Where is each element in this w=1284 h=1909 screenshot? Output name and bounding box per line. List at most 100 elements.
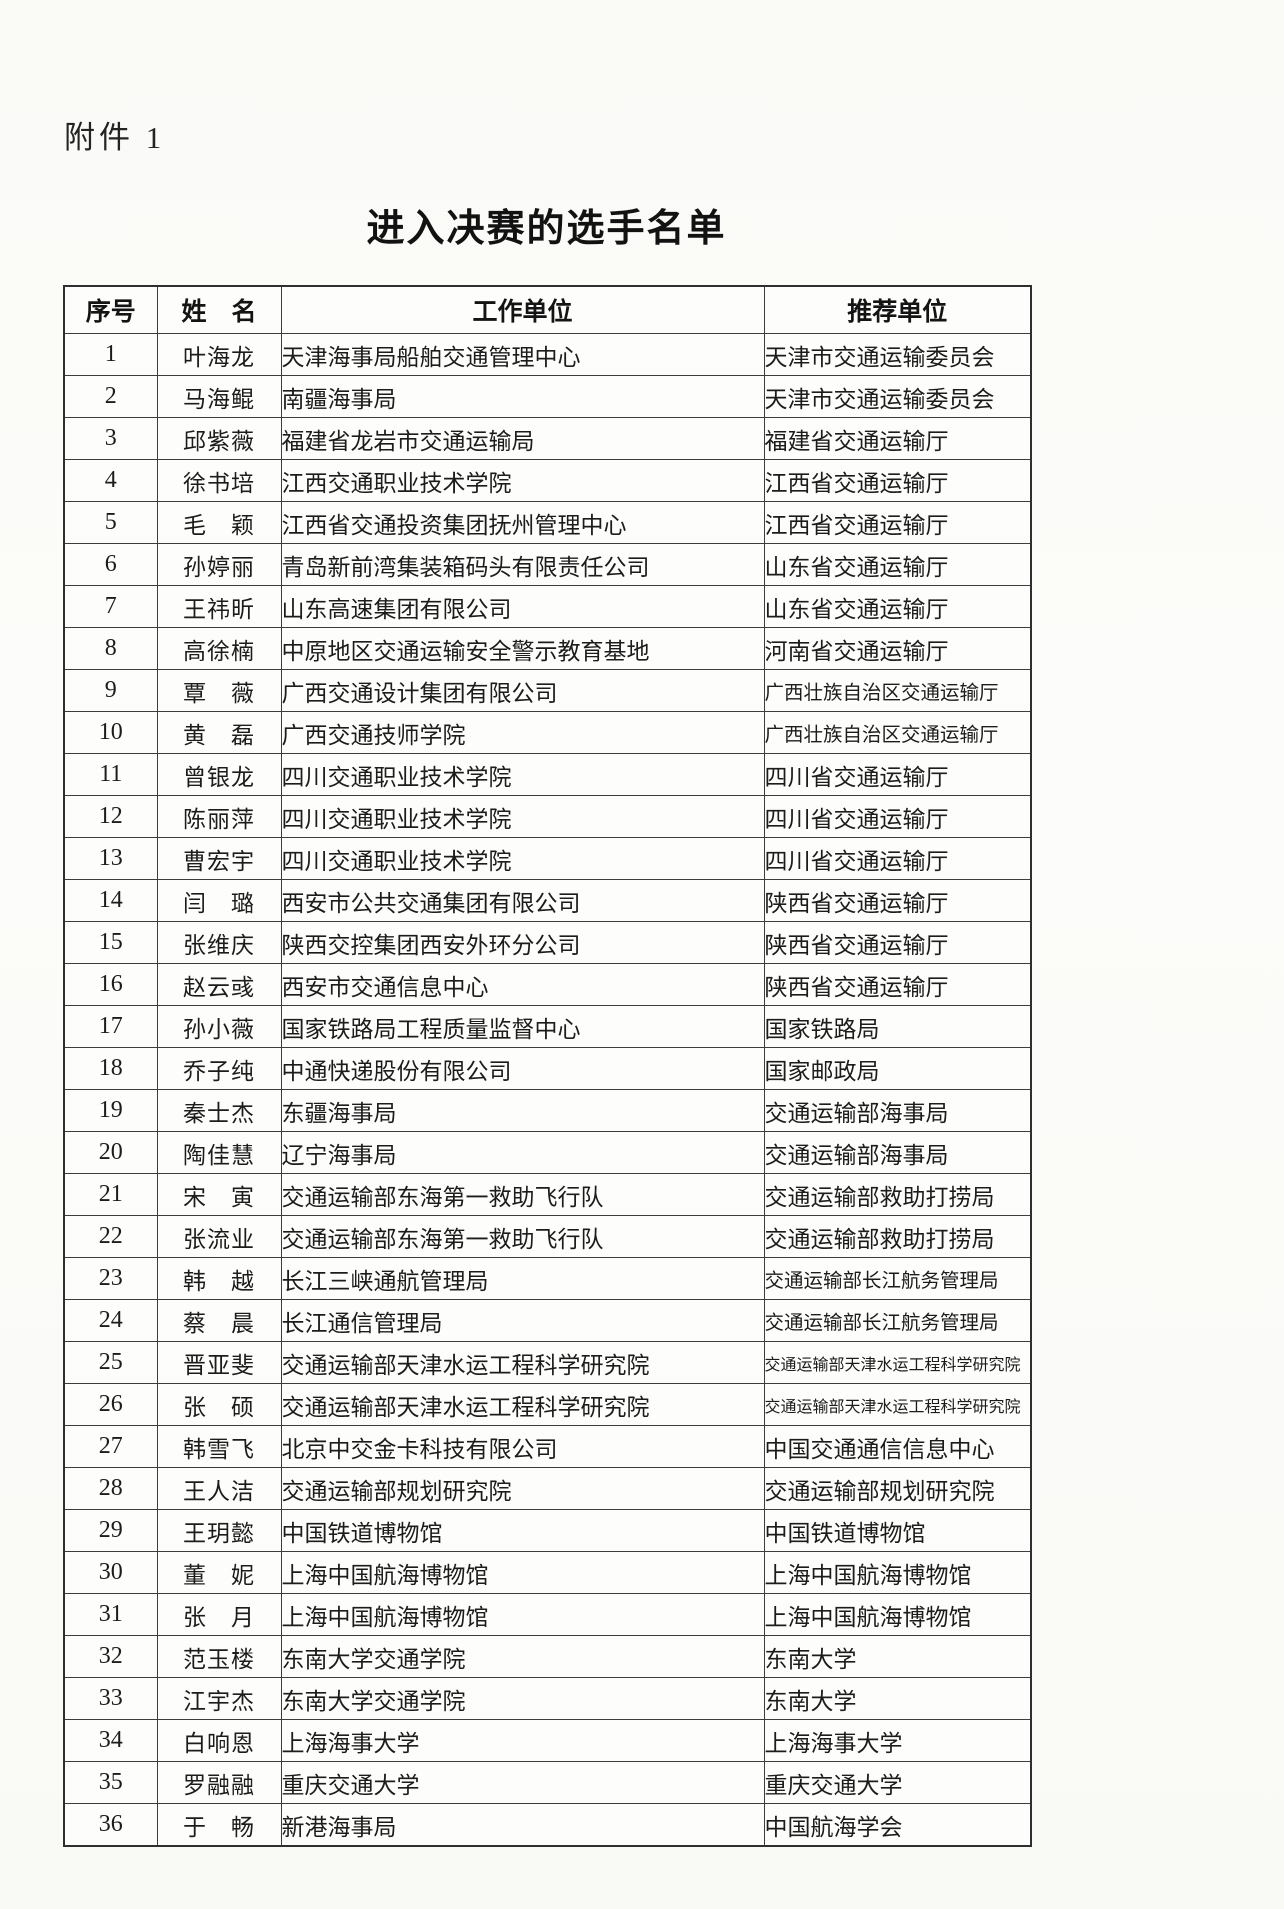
cell-work-unit: 上海中国航海博物馆 — [280, 1593, 765, 1636]
cell-work-unit: 上海中国航海博物馆 — [280, 1551, 765, 1594]
cell-serial-number: 32 — [63, 1635, 158, 1678]
cell-recommender: 山东省交通运输厅 — [763, 543, 1032, 586]
table-row: 24 蔡 晨 长江通信管理局 交通运输部长江航务管理局 — [63, 1299, 1032, 1342]
cell-recommender: 交通运输部天津水运工程科学研究院 — [763, 1383, 1032, 1426]
cell-name: 叶海龙 — [156, 333, 282, 376]
cell-serial-number: 20 — [63, 1131, 158, 1174]
cell-work-unit: 东疆海事局 — [280, 1089, 765, 1132]
cell-work-unit: 四川交通职业技术学院 — [280, 753, 765, 796]
cell-serial-number: 16 — [63, 963, 158, 1006]
cell-name: 王玥懿 — [156, 1509, 282, 1552]
cell-work-unit: 四川交通职业技术学院 — [280, 837, 765, 880]
cell-name: 乔子纯 — [156, 1047, 282, 1090]
cell-serial-number: 35 — [63, 1761, 158, 1804]
table-row: 17 孙小薇 国家铁路局工程质量监督中心 国家铁路局 — [63, 1005, 1032, 1048]
cell-name: 曹宏宇 — [156, 837, 282, 880]
cell-work-unit: 中原地区交通运输安全警示教育基地 — [280, 627, 765, 670]
cell-work-unit: 交通运输部东海第一救助飞行队 — [280, 1215, 765, 1258]
cell-name: 曾银龙 — [156, 753, 282, 796]
cell-work-unit: 中国铁道博物馆 — [280, 1509, 765, 1552]
cell-work-unit: 天津海事局船舶交通管理中心 — [280, 333, 765, 376]
table-row: 4 徐书培 江西交通职业技术学院 江西省交通运输厅 — [63, 459, 1032, 502]
cell-name: 马海鲲 — [156, 375, 282, 418]
cell-name: 张流业 — [156, 1215, 282, 1258]
table-row: 36 于 畅 新港海事局 中国航海学会 — [63, 1803, 1032, 1847]
cell-name: 韩雪飞 — [156, 1425, 282, 1468]
cell-name: 王人洁 — [156, 1467, 282, 1510]
cell-serial-number: 24 — [63, 1299, 158, 1342]
table-row: 20 陶佳慧 辽宁海事局 交通运输部海事局 — [63, 1131, 1032, 1174]
cell-serial-number: 26 — [63, 1383, 158, 1426]
cell-recommender: 四川省交通运输厅 — [763, 753, 1032, 796]
cell-serial-number: 3 — [63, 417, 158, 460]
cell-recommender: 陕西省交通运输厅 — [763, 879, 1032, 922]
table-row: 6 孙婷丽 青岛新前湾集装箱码头有限责任公司 山东省交通运输厅 — [63, 543, 1032, 586]
cell-work-unit: 重庆交通大学 — [280, 1761, 765, 1804]
cell-work-unit: 上海海事大学 — [280, 1719, 765, 1762]
table-row: 30 董 妮 上海中国航海博物馆 上海中国航海博物馆 — [63, 1551, 1032, 1594]
table-row: 34 白响恩 上海海事大学 上海海事大学 — [63, 1719, 1032, 1762]
cell-work-unit: 青岛新前湾集装箱码头有限责任公司 — [280, 543, 765, 586]
cell-recommender: 广西壮族自治区交通运输厅 — [763, 711, 1032, 754]
table-row: 32 范玉楼 东南大学交通学院 东南大学 — [63, 1635, 1032, 1678]
table-header-row: 序号 姓 名 工作单位 推荐单位 — [63, 285, 1032, 334]
table-row: 23 韩 越 长江三峡通航管理局 交通运输部长江航务管理局 — [63, 1257, 1032, 1300]
table-row: 13 曹宏宇 四川交通职业技术学院 四川省交通运输厅 — [63, 837, 1032, 880]
cell-serial-number: 13 — [63, 837, 158, 880]
cell-name: 宋 寅 — [156, 1173, 282, 1216]
cell-recommender: 东南大学 — [763, 1635, 1032, 1678]
cell-serial-number: 33 — [63, 1677, 158, 1720]
cell-recommender: 东南大学 — [763, 1677, 1032, 1720]
cell-name: 秦士杰 — [156, 1089, 282, 1132]
table-row: 7 王祎昕 山东高速集团有限公司 山东省交通运输厅 — [63, 585, 1032, 628]
table-row: 19 秦士杰 东疆海事局 交通运输部海事局 — [63, 1089, 1032, 1132]
header-serial-number: 序号 — [63, 285, 158, 334]
header-recommender: 推荐单位 — [763, 285, 1032, 334]
cell-work-unit: 交通运输部规划研究院 — [280, 1467, 765, 1510]
cell-serial-number: 18 — [63, 1047, 158, 1090]
cell-work-unit: 山东高速集团有限公司 — [280, 585, 765, 628]
cell-serial-number: 25 — [63, 1341, 158, 1384]
cell-name: 黄 磊 — [156, 711, 282, 754]
table-body: 1 叶海龙 天津海事局船舶交通管理中心 天津市交通运输委员会 2 马海鲲 南疆海… — [63, 333, 1032, 1847]
cell-recommender: 福建省交通运输厅 — [763, 417, 1032, 460]
cell-work-unit: 陕西交控集团西安外环分公司 — [280, 921, 765, 964]
cell-serial-number: 4 — [63, 459, 158, 502]
table-row: 33 江宇杰 东南大学交通学院 东南大学 — [63, 1677, 1032, 1720]
cell-name: 陈丽萍 — [156, 795, 282, 838]
table-row: 22 张流业 交通运输部东海第一救助飞行队 交通运输部救助打捞局 — [63, 1215, 1032, 1258]
cell-work-unit: 江西交通职业技术学院 — [280, 459, 765, 502]
table-row: 26 张 硕 交通运输部天津水运工程科学研究院 交通运输部天津水运工程科学研究院 — [63, 1383, 1032, 1426]
cell-recommender: 天津市交通运输委员会 — [763, 375, 1032, 418]
cell-name: 于 畅 — [156, 1803, 282, 1847]
cell-serial-number: 27 — [63, 1425, 158, 1468]
table-row: 35 罗融融 重庆交通大学 重庆交通大学 — [63, 1761, 1032, 1804]
cell-recommender: 交通运输部救助打捞局 — [763, 1215, 1032, 1258]
cell-name: 覃 薇 — [156, 669, 282, 712]
cell-serial-number: 30 — [63, 1551, 158, 1594]
cell-serial-number: 23 — [63, 1257, 158, 1300]
cell-recommender: 中国铁道博物馆 — [763, 1509, 1032, 1552]
cell-work-unit: 交通运输部天津水运工程科学研究院 — [280, 1341, 765, 1384]
cell-work-unit: 广西交通设计集团有限公司 — [280, 669, 765, 712]
cell-serial-number: 36 — [63, 1803, 158, 1847]
attachment-label: 附件 1 — [64, 120, 166, 155]
cell-name: 白响恩 — [156, 1719, 282, 1762]
table-row: 9 覃 薇 广西交通设计集团有限公司 广西壮族自治区交通运输厅 — [63, 669, 1032, 712]
cell-work-unit: 西安市公共交通集团有限公司 — [280, 879, 765, 922]
cell-recommender: 天津市交通运输委员会 — [763, 333, 1032, 376]
cell-serial-number: 22 — [63, 1215, 158, 1258]
cell-serial-number: 34 — [63, 1719, 158, 1762]
cell-serial-number: 14 — [63, 879, 158, 922]
cell-name: 陶佳慧 — [156, 1131, 282, 1174]
cell-work-unit: 福建省龙岩市交通运输局 — [280, 417, 765, 460]
cell-work-unit: 北京中交金卡科技有限公司 — [280, 1425, 765, 1468]
cell-serial-number: 12 — [63, 795, 158, 838]
cell-recommender: 交通运输部海事局 — [763, 1131, 1032, 1174]
cell-name: 邱紫薇 — [156, 417, 282, 460]
cell-recommender: 江西省交通运输厅 — [763, 501, 1032, 544]
cell-name: 蔡 晨 — [156, 1299, 282, 1342]
cell-recommender: 江西省交通运输厅 — [763, 459, 1032, 502]
table-row: 21 宋 寅 交通运输部东海第一救助飞行队 交通运输部救助打捞局 — [63, 1173, 1032, 1216]
cell-recommender: 陕西省交通运输厅 — [763, 963, 1032, 1006]
